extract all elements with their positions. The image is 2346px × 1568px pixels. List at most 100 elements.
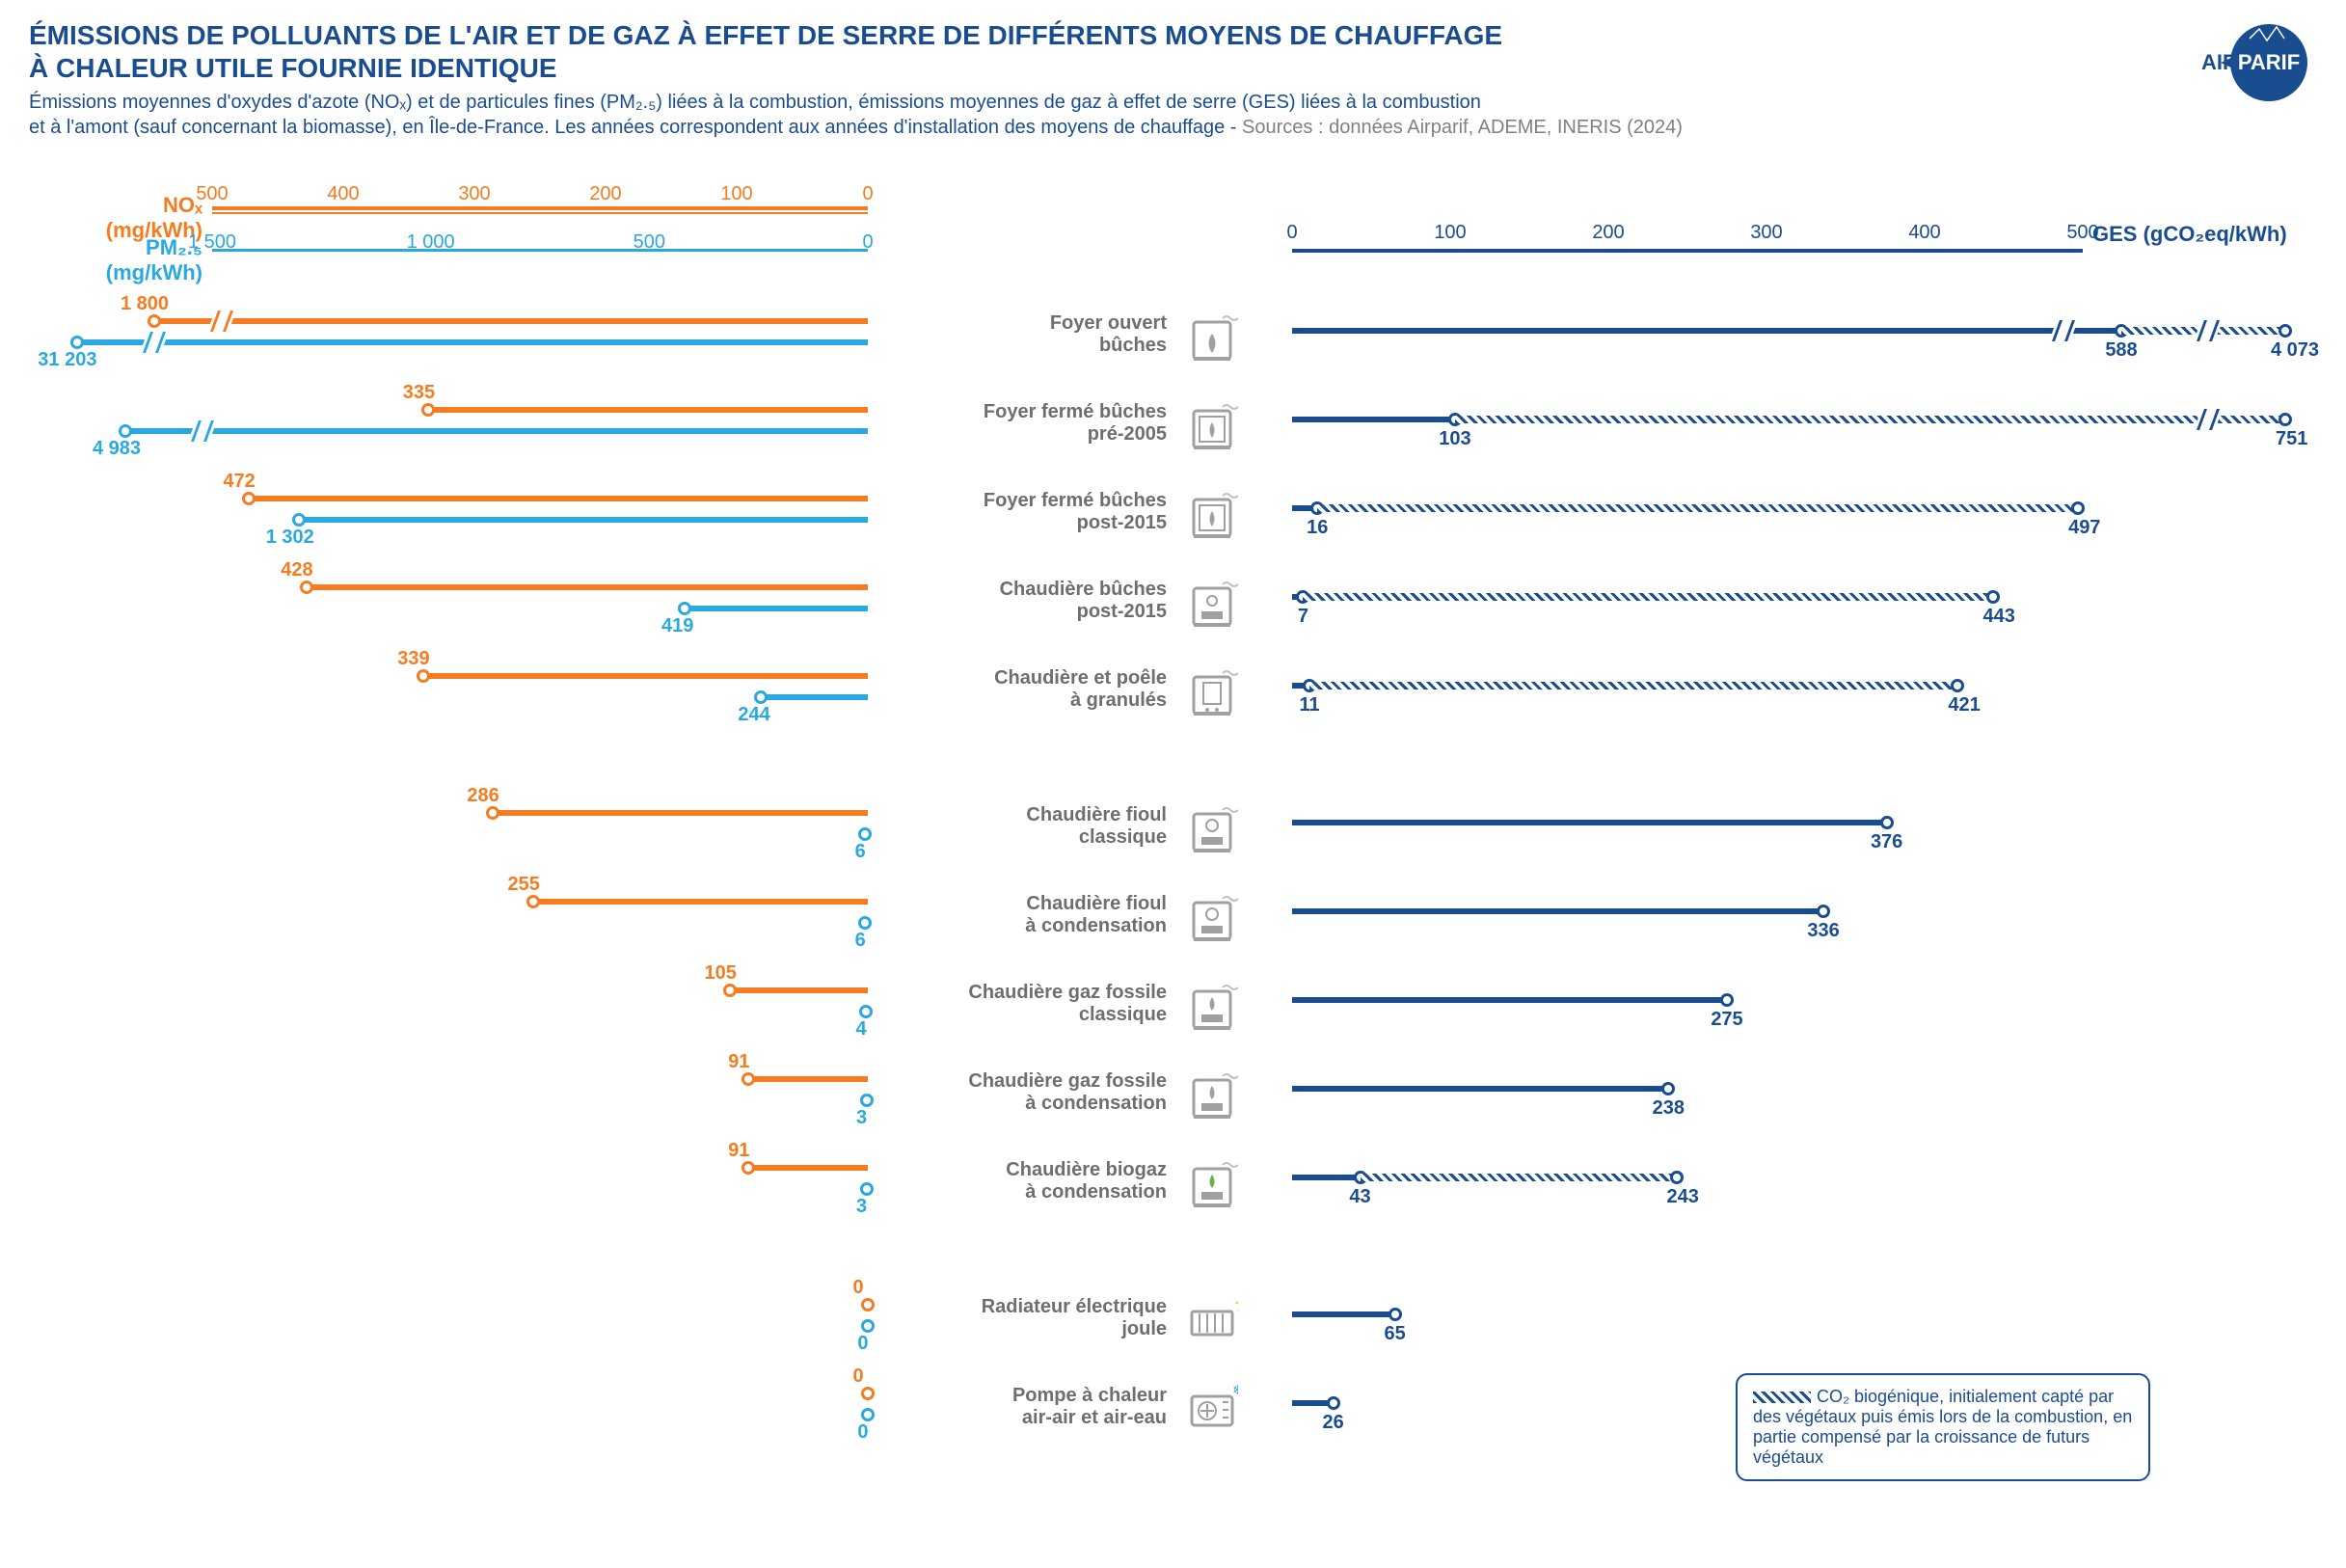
airparif-logo: AIR PARIF	[2163, 19, 2307, 106]
boiler-oil-icon	[1186, 802, 1238, 854]
category-label: Chaudière gaz fossileclassique	[945, 982, 1167, 1026]
ges-biogenic-marker	[1951, 679, 1964, 692]
pm-marker	[754, 690, 768, 704]
ges-marker	[1389, 1308, 1402, 1321]
category-label: Chaudière et poêleà granulés	[945, 667, 1167, 712]
ges-value: 103	[1439, 428, 1470, 450]
category-label: Foyer fermé bûchespré-2005	[945, 401, 1167, 446]
ges-marker	[1817, 905, 1830, 918]
ges-tick: 0	[1268, 222, 1316, 244]
pm-axis-line	[212, 249, 868, 252]
svg-text:⚡: ⚡	[1232, 1294, 1238, 1311]
ges-biogenic-marker	[2071, 501, 2085, 515]
ges-bar	[1292, 328, 2121, 334]
category-label: Chaudière bûchespost-2015	[945, 579, 1167, 623]
pm-marker	[70, 336, 84, 349]
nox-value: 0	[852, 1277, 863, 1299]
pm-value: 6	[855, 930, 866, 952]
pm-bar	[125, 428, 868, 434]
pm-bar	[77, 339, 868, 345]
pm-value: 31 203	[38, 349, 96, 371]
nox-value: 91	[728, 1140, 749, 1162]
category-label: Chaudière gaz fossileà condensation	[945, 1070, 1167, 1115]
pm-tick: 1 000	[402, 231, 460, 254]
nox-marker	[300, 581, 313, 594]
ges-value: 376	[1871, 831, 1902, 853]
ges-bar	[1292, 820, 1887, 825]
nox-tick: 200	[581, 183, 630, 205]
nox-marker	[421, 403, 435, 417]
subtitle: Émissions moyennes d'oxydes d'azote (NOₓ…	[29, 90, 2307, 140]
nox-bar	[533, 899, 868, 905]
pm-bar	[299, 517, 868, 523]
ges-biogenic-value: 751	[2276, 428, 2307, 450]
category-label: Chaudière biogazà condensation	[945, 1159, 1167, 1203]
nox-value: 428	[281, 559, 312, 581]
pm-value: 0	[857, 1421, 868, 1444]
nox-bar	[730, 987, 868, 993]
svg-text:AIR: AIR	[2201, 50, 2238, 74]
ges-value: 238	[1653, 1097, 1685, 1120]
ges-bar	[1292, 417, 1455, 422]
nox-marker	[417, 669, 430, 683]
nox-bar	[307, 584, 868, 590]
page-title-line1: ÉMISSIONS DE POLLUANTS DE L'AIR ET DE GA…	[29, 19, 2307, 52]
boiler-oil-icon	[1186, 891, 1238, 943]
ges-tick: 300	[1742, 222, 1791, 244]
subtitle-line2: et à l'amont (sauf concernant la biomass…	[29, 117, 1242, 138]
nox-bar	[423, 673, 868, 679]
chart-area: NOₓ (mg/kWh)PM₂.₅ (mg/kWh)50040030020010…	[0, 193, 2346, 1568]
pm-marker	[860, 1094, 874, 1107]
ges-tick: 400	[1901, 222, 1949, 244]
nox-bar	[154, 318, 868, 324]
ges-value: 7	[1298, 606, 1308, 628]
axis-break-icon	[140, 332, 169, 353]
pm-tick: 500	[620, 231, 678, 254]
pm-value: 244	[738, 704, 769, 726]
ges-value: 336	[1807, 920, 1839, 942]
pm-value: 4	[855, 1018, 866, 1041]
nox-marker	[861, 1298, 875, 1311]
pm-marker	[861, 1408, 875, 1421]
hatch-sample-icon	[1753, 1392, 1811, 1403]
nox-bar	[249, 496, 868, 501]
pm-marker	[678, 602, 691, 615]
nox-value: 0	[852, 1365, 863, 1388]
nox-tick: 0	[844, 183, 892, 205]
pm-bar	[761, 694, 868, 700]
nox-bar	[428, 407, 868, 413]
category-label: Pompe à chaleurair-air et air-eau	[945, 1385, 1167, 1429]
ges-marker	[1720, 993, 1734, 1007]
page-title-line2: À CHALEUR UTILE FOURNIE IDENTIQUE	[29, 52, 2307, 85]
ges-biogenic-value: 4 073	[2271, 339, 2319, 362]
pm-marker	[860, 1182, 874, 1196]
nox-marker	[526, 895, 540, 908]
legend-biogenic: CO₂ biogénique, initialement capté par d…	[1736, 1373, 2150, 1481]
nox-value: 91	[728, 1051, 749, 1073]
svg-text:❄: ❄	[1232, 1383, 1238, 1397]
ges-biogenic-bar	[1455, 416, 2285, 423]
category-label: Chaudière fioulclassique	[945, 804, 1167, 849]
boiler-gas-icon	[1186, 1068, 1238, 1121]
ges-biogenic-marker	[2279, 413, 2292, 426]
ges-value: 65	[1384, 1323, 1405, 1345]
nox-value: 335	[403, 382, 435, 404]
category-label: Radiateur électriquejoule	[945, 1296, 1167, 1340]
nox-marker	[861, 1387, 875, 1400]
nox-marker	[148, 314, 161, 328]
nox-marker	[723, 984, 737, 997]
pellet-stove-icon	[1186, 665, 1238, 717]
nox-tick: 300	[450, 183, 499, 205]
axis-break-icon	[2194, 409, 2223, 430]
ges-biogenic-value: 243	[1667, 1186, 1699, 1208]
axis-label-ges: GES (gCO₂eq/kWh)	[2092, 222, 2287, 247]
ges-bar	[1292, 1311, 1395, 1317]
sources: Sources : données Airparif, ADEME, INERI…	[1242, 117, 1683, 138]
nox-value: 255	[508, 874, 540, 896]
ges-value: 11	[1299, 694, 1319, 716]
header: ÉMISSIONS DE POLLUANTS DE L'AIR ET DE GA…	[29, 19, 2307, 140]
ges-biogenic-marker	[1986, 590, 2000, 604]
axis-break-icon	[2194, 320, 2223, 341]
boiler-wood-icon	[1186, 577, 1238, 629]
nox-bar	[493, 810, 868, 816]
